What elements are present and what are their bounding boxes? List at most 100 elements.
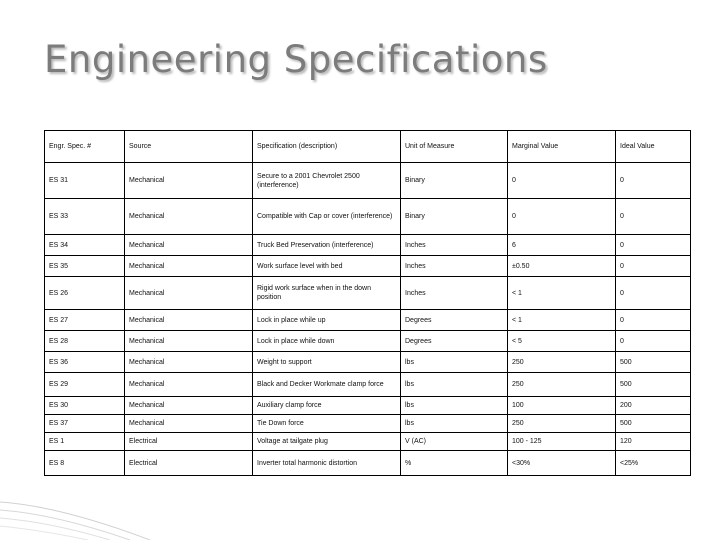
cell-source: Electrical (124, 432, 253, 451)
table-row: ES 8 Electrical Inverter total harmonic di… (44, 450, 691, 476)
cell-spec-id: ES 29 (44, 372, 125, 397)
header-source: Source (124, 130, 253, 163)
cell-marginal: 250 (507, 414, 616, 433)
cell-marginal: 250 (507, 372, 616, 397)
cell-unit: % (400, 450, 508, 476)
cell-ideal: 120 (615, 432, 691, 451)
cell-marginal: 6 (507, 234, 616, 256)
cell-source: Mechanical (124, 198, 253, 235)
table-row: ES 27 Mechanical Lock in place while up Deg… (44, 309, 691, 331)
cell-marginal: <30% (507, 450, 616, 476)
cell-marginal: 100 (507, 396, 616, 415)
header-specification: Specification (description) (252, 130, 401, 163)
cell-unit: Binary (400, 162, 508, 199)
cell-unit: Degrees (400, 330, 508, 352)
cell-spec-id: ES 27 (44, 309, 125, 331)
cell-marginal: < 1 (507, 309, 616, 331)
cell-spec-id: ES 35 (44, 255, 125, 277)
cell-source: Mechanical (124, 372, 253, 397)
table-row: ES 26 Mechanical Rigid work surface when i… (44, 276, 691, 310)
cell-unit: V (AC) (400, 432, 508, 451)
cell-ideal: 500 (615, 414, 691, 433)
table-row: ES 28 Mechanical Lock in place while down D… (44, 330, 691, 352)
cell-unit: lbs (400, 396, 508, 415)
cell-ideal: <25% (615, 450, 691, 476)
cell-source: Electrical (124, 450, 253, 476)
cell-source: Mechanical (124, 396, 253, 415)
cell-ideal: 0 (615, 162, 691, 199)
cell-description: Inverter total harmonic distortion (252, 450, 401, 476)
cell-unit: Degrees (400, 309, 508, 331)
cell-ideal: 0 (615, 234, 691, 256)
cell-description: Auxiliary clamp force (252, 396, 401, 415)
table-row: ES 30 Mechanical Auxiliary clamp force lbs 1… (44, 396, 691, 415)
cell-ideal: 200 (615, 396, 691, 415)
cell-description: Compatible with Cap or cover (interferen… (252, 198, 401, 235)
cell-spec-id: ES 37 (44, 414, 125, 433)
cell-marginal: 0 (507, 198, 616, 235)
cell-description: Truck Bed Preservation (interference) (252, 234, 401, 256)
cell-marginal: 100 - 125 (507, 432, 616, 451)
cell-unit: lbs (400, 351, 508, 373)
cell-source: Mechanical (124, 309, 253, 331)
table-row: ES 36 Mechanical Weight to support lbs 250 50… (44, 351, 691, 373)
cell-ideal: 500 (615, 372, 691, 397)
cell-unit: Inches (400, 255, 508, 277)
cell-description: Secure to a 2001 Chevrolet 2500 (interfe… (252, 162, 401, 199)
cell-unit: Inches (400, 234, 508, 256)
cell-spec-id: ES 33 (44, 198, 125, 235)
cell-spec-id: ES 28 (44, 330, 125, 352)
spec-table-body: Engr. Spec. # Source Specification (desc… (44, 130, 691, 476)
cell-source: Mechanical (124, 414, 253, 433)
cell-ideal: 0 (615, 309, 691, 331)
cell-ideal: 0 (615, 198, 691, 235)
cell-description: Tie Down force (252, 414, 401, 433)
cell-ideal: 0 (615, 255, 691, 277)
header-ideal: Ideal Value (615, 130, 691, 163)
cell-ideal: 0 (615, 276, 691, 310)
cell-source: Mechanical (124, 330, 253, 352)
cell-description: Voltage at tailgate plug (252, 432, 401, 451)
cell-description: Black and Decker Workmate clamp force (252, 372, 401, 397)
cell-unit: Inches (400, 276, 508, 310)
cell-source: Mechanical (124, 234, 253, 256)
engineering-spec-table: Engr. Spec. # Source Specification (desc… (44, 130, 691, 476)
cell-description: Weight to support (252, 351, 401, 373)
cell-marginal: 0 (507, 162, 616, 199)
cell-source: Mechanical (124, 255, 253, 277)
cell-description: Lock in place while up (252, 309, 401, 331)
table-row: ES 33 Mechanical Compatible with Cap or co… (44, 198, 691, 235)
cell-unit: lbs (400, 414, 508, 433)
cell-source: Mechanical (124, 351, 253, 373)
table-row: ES 31 Mechanical Secure to a 2001 Chevrole… (44, 162, 691, 199)
cell-marginal: 250 (507, 351, 616, 373)
slide-title: Engineering Specifications (44, 38, 548, 81)
cell-marginal: ±0.50 (507, 255, 616, 277)
cell-spec-id: ES 34 (44, 234, 125, 256)
cell-source: Mechanical (124, 276, 253, 310)
cell-ideal: 500 (615, 351, 691, 373)
cell-marginal: < 1 (507, 276, 616, 310)
table-row: ES 34 Mechanical Truck Bed Preservation (i… (44, 234, 691, 256)
cell-source: Mechanical (124, 162, 253, 199)
cell-spec-id: ES 1 (44, 432, 125, 451)
cell-marginal: < 5 (507, 330, 616, 352)
cell-description: Lock in place while down (252, 330, 401, 352)
table-row: ES 1 Electrical Voltage at tailgate plug V … (44, 432, 691, 451)
cell-unit: Binary (400, 198, 508, 235)
cell-description: Work surface level with bed (252, 255, 401, 277)
cell-description: Rigid work surface when in the down posi… (252, 276, 401, 310)
table-row: ES 29 Mechanical Black and Decker Workmate… (44, 372, 691, 397)
cell-spec-id: ES 31 (44, 162, 125, 199)
header-marginal: Marginal Value (507, 130, 616, 163)
table-row: ES 35 Mechanical Work surface level with b… (44, 255, 691, 277)
cell-spec-id: ES 26 (44, 276, 125, 310)
cell-ideal: 0 (615, 330, 691, 352)
cell-unit: lbs (400, 372, 508, 397)
cell-spec-id: ES 36 (44, 351, 125, 373)
header-unit: Unit of Measure (400, 130, 508, 163)
cell-spec-id: ES 8 (44, 450, 125, 476)
header-engr-spec: Engr. Spec. # (44, 130, 125, 163)
cell-spec-id: ES 30 (44, 396, 125, 415)
table-header-row: Engr. Spec. # Source Specification (desc… (44, 130, 691, 163)
